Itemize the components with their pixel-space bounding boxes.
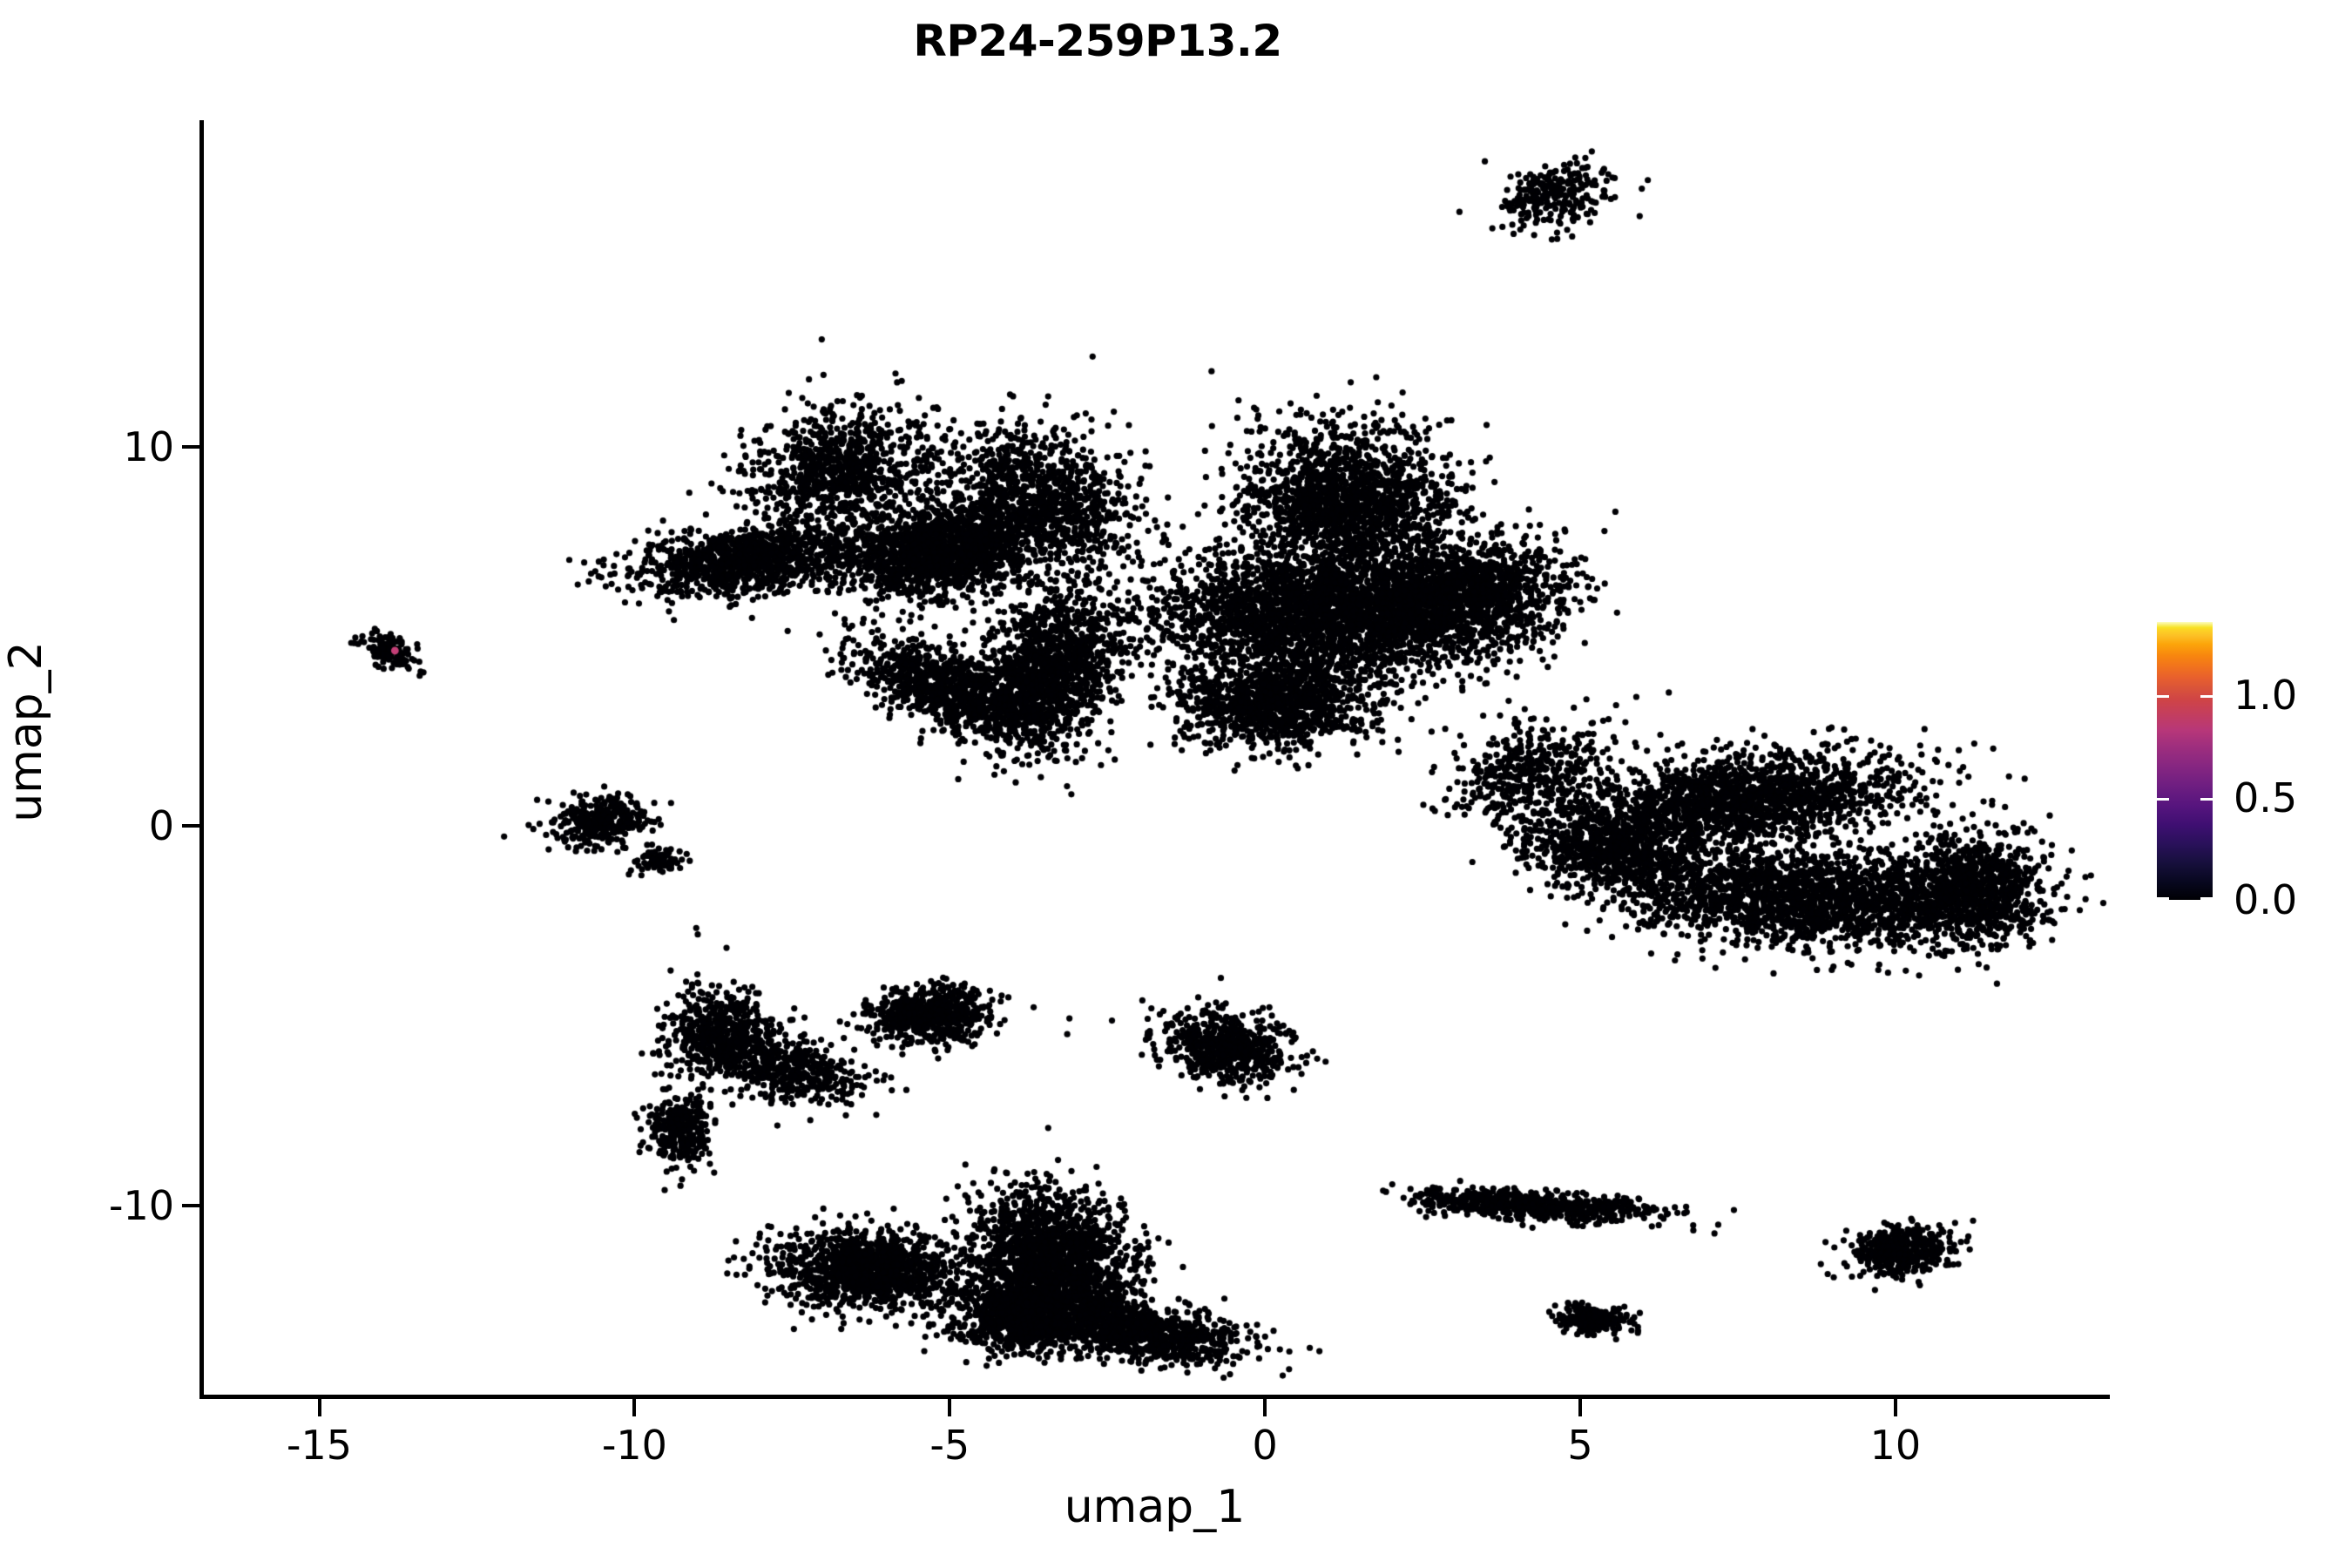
x-axis-spine (199, 1395, 2110, 1399)
x-tick-label: 0 (1252, 1422, 1278, 1469)
colorbar-gradient (2157, 622, 2213, 900)
y-tick-mark (182, 1203, 199, 1207)
y-tick-label: 10 (123, 422, 174, 470)
colorbar-tick-low-right (2200, 897, 2213, 900)
x-tick-label: -5 (929, 1422, 970, 1469)
y-axis-spine (199, 120, 204, 1399)
colorbar-tick-mid-right (2200, 798, 2213, 801)
y-axis-label: umap_2 (0, 641, 52, 822)
colorbar-legend[interactable]: 1.0 0.5 0.0 (2157, 622, 2349, 923)
x-tick-label: -10 (601, 1422, 667, 1469)
colorbar-label-high: 1.0 (2234, 672, 2298, 719)
page-title: RP24-259P13.2 (913, 16, 1282, 66)
x-tick-label: 5 (1567, 1422, 1593, 1469)
colorbar-tick-low-left (2157, 897, 2169, 900)
colorbar-tick-mid-left (2157, 798, 2169, 801)
x-tick-label: -15 (286, 1422, 353, 1469)
x-tick-mark (948, 1399, 952, 1416)
colorbar-label-low: 0.0 (2234, 876, 2298, 923)
umap-scatter-plot[interactable] (199, 120, 2110, 1399)
y-tick-label: 0 (148, 802, 174, 850)
x-tick-mark (1893, 1399, 1897, 1416)
x-tick-mark (317, 1399, 321, 1416)
colorbar-tick-high-left (2157, 695, 2169, 698)
x-tick-mark (1263, 1399, 1267, 1416)
y-tick-mark (182, 444, 199, 449)
x-tick-label: 10 (1869, 1422, 1922, 1469)
x-axis-label: umap_1 (1064, 1481, 1246, 1533)
x-tick-mark (632, 1399, 637, 1416)
plot-axes (199, 120, 2110, 1399)
y-tick-mark (182, 824, 199, 828)
colorbar-tick-high-right (2200, 695, 2213, 698)
y-tick-label: -10 (108, 1181, 174, 1229)
x-tick-mark (1578, 1399, 1583, 1416)
colorbar-label-mid: 0.5 (2234, 774, 2298, 821)
